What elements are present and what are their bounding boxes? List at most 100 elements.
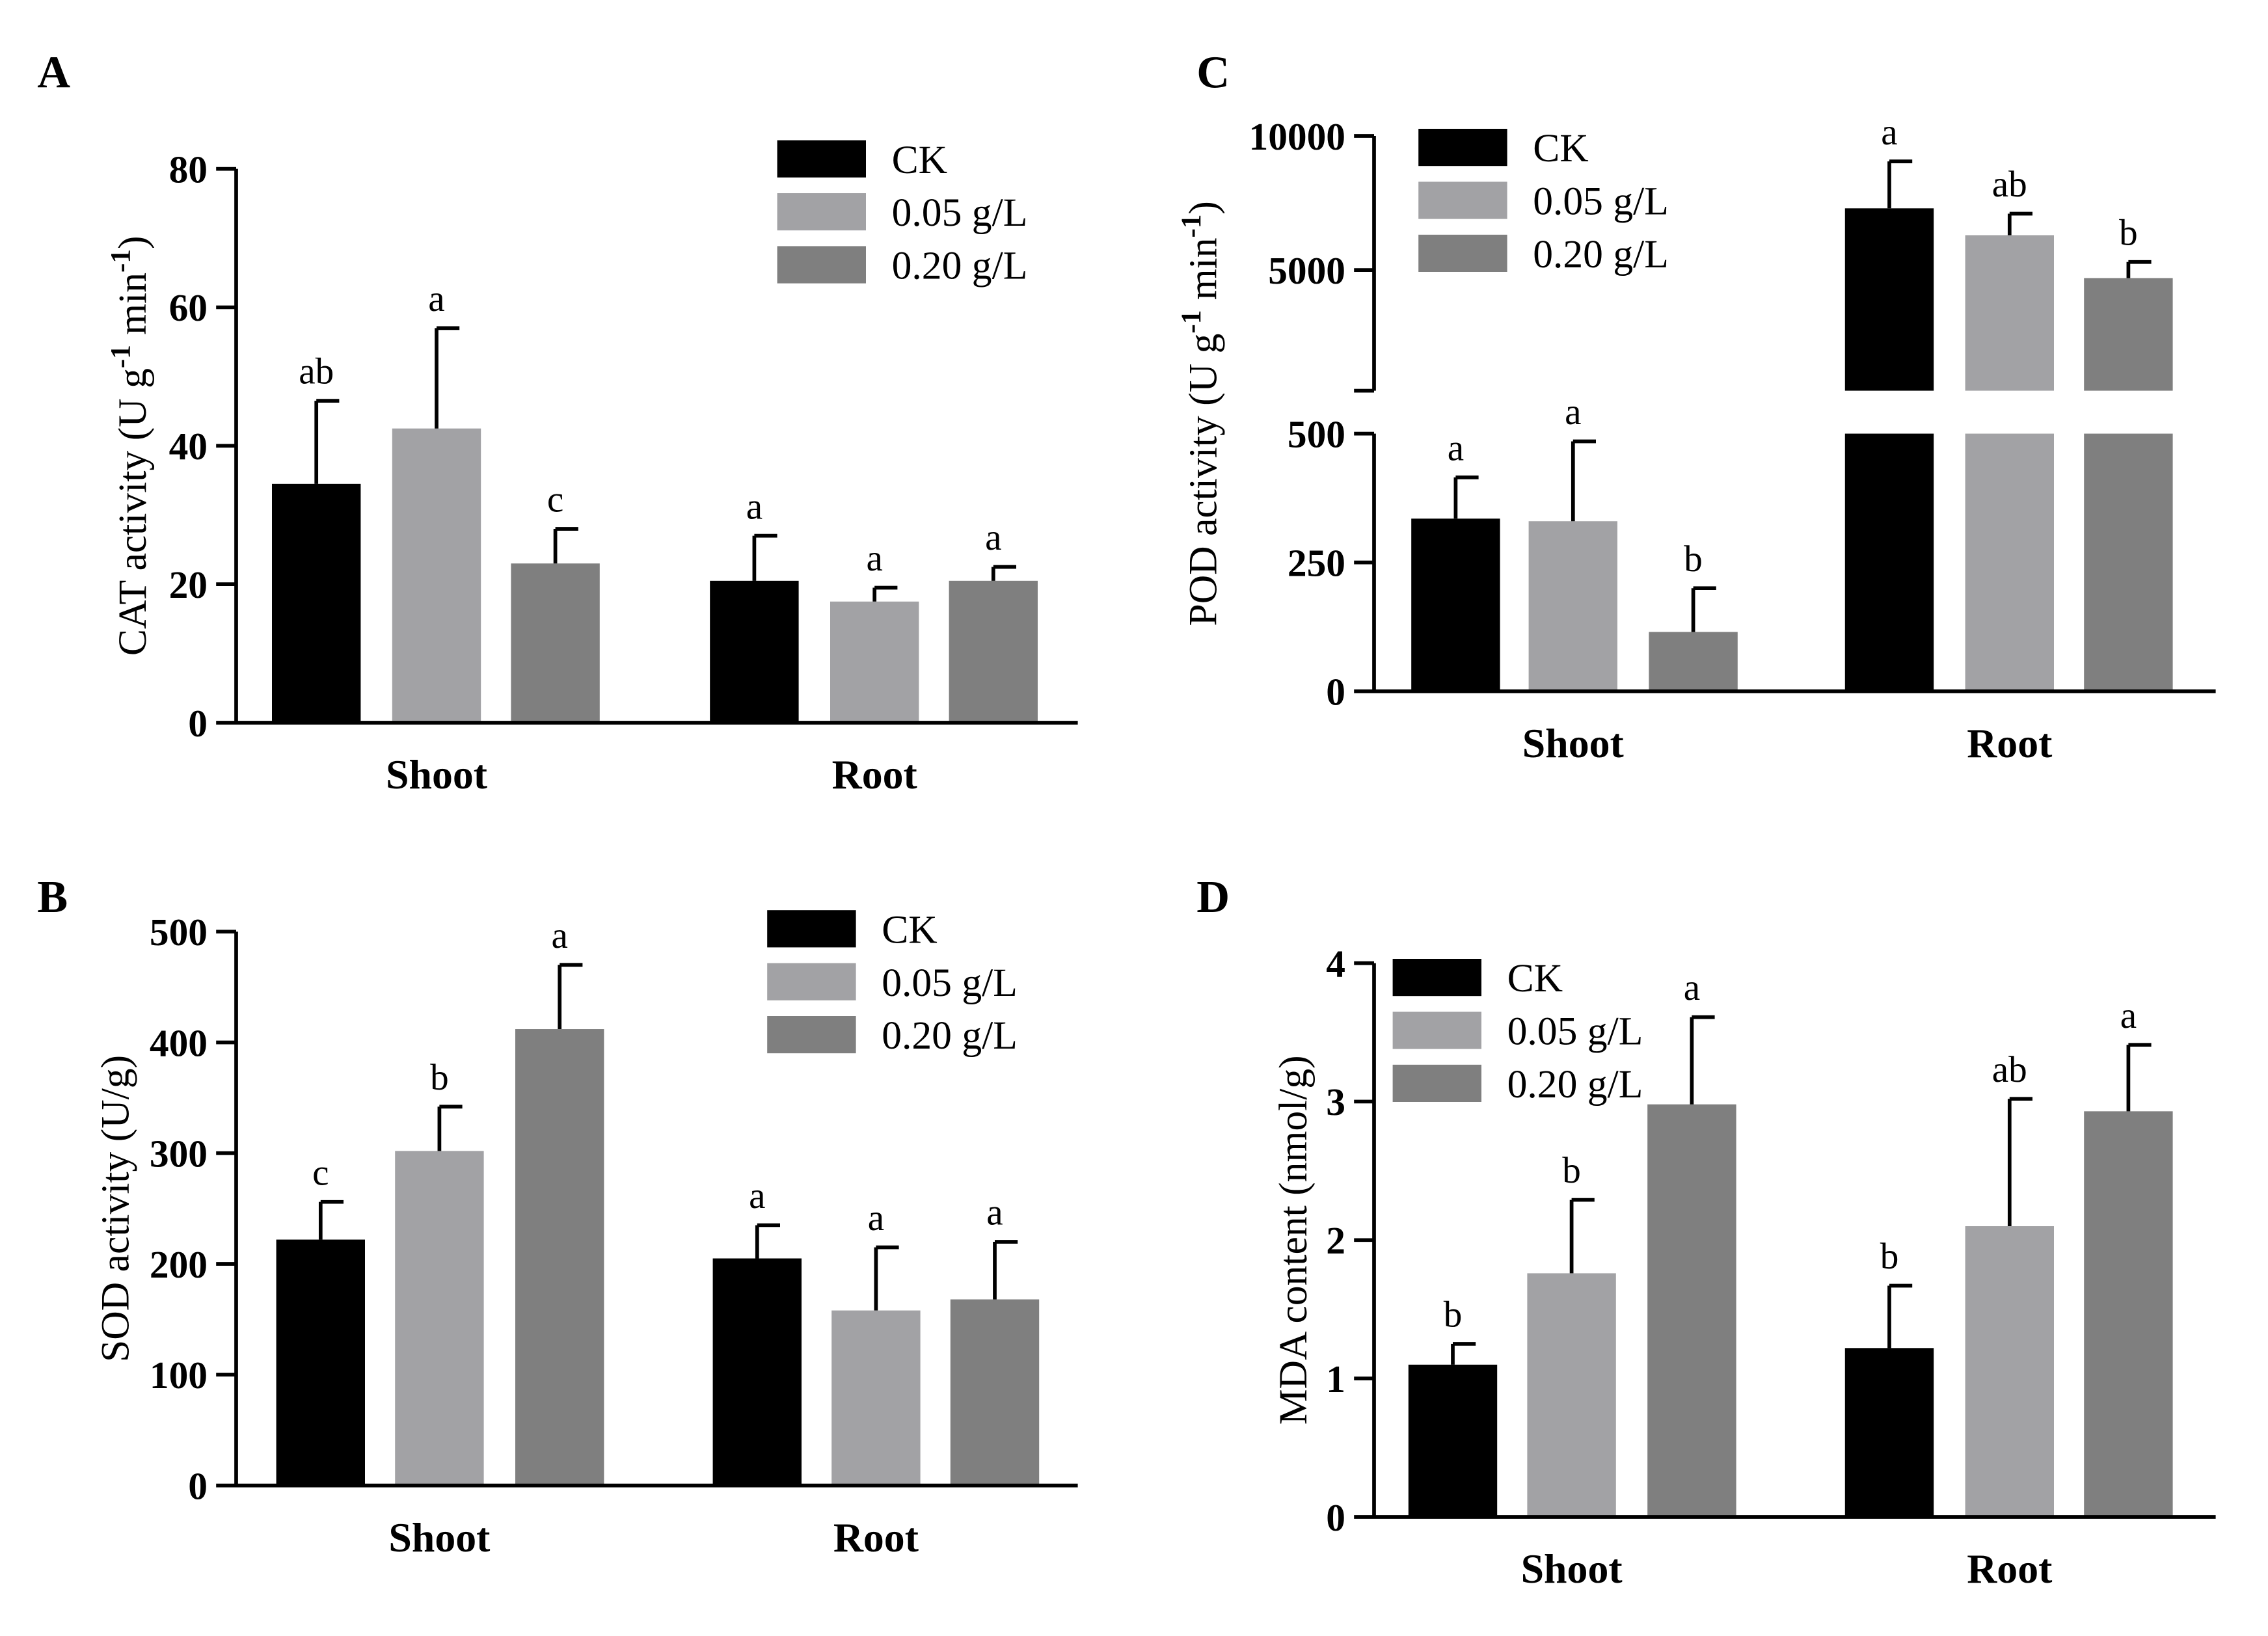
y-tick-label: 200 [150,1243,208,1286]
legend-label-CK: CK [892,138,948,182]
panel-label-d: D [1196,872,1230,922]
legend-swatch-CK [1392,959,1481,997]
bar-d-shoot-005gL [1527,1273,1616,1517]
significance-letter-b-root-CK: a [749,1175,765,1216]
bar-c-root-CK [1844,433,1934,691]
legend-label-CK: CK [1533,126,1589,170]
legend-swatch-CK [767,910,856,948]
y-tick-label: 250 [1288,541,1345,584]
y-tick-label: 20 [169,563,208,606]
legend-label-020gL: 0.20 g/L [882,1013,1018,1058]
significance-letter-a-shoot-005gL: a [428,278,444,319]
significance-letter-b-root-020gL: a [986,1192,1003,1233]
bar-a-shoot-005gL [392,428,481,723]
bar-d-root-020gL [2084,1111,2173,1517]
legend-swatch-005gL [777,193,866,231]
legend-swatch-020gL [777,246,866,284]
significance-letter-a-shoot-020gL: c [547,479,563,520]
significance-letter-b-shoot-020gL: a [552,915,568,956]
bar-d-root-005gL [1965,1226,2054,1517]
y-tick-label: 500 [1288,412,1345,455]
bar-c-shoot-005gL [1528,521,1617,691]
bar-c-root-005gL [1965,433,2054,691]
legend-label-020gL: 0.20 g/L [1533,232,1669,276]
y-tick-label: 400 [150,1021,208,1064]
legend-swatch-CK [1418,129,1507,167]
significance-letter-a-root-CK: a [746,486,763,527]
y-tick-label: 60 [169,286,208,329]
bar-c-root-CK [1844,208,1934,391]
bar-a-root-CK [710,580,799,723]
y-tick-label: 0 [1326,670,1345,713]
legend-swatch-020gL [1392,1064,1481,1102]
significance-letter-d-shoot-005gL: b [1562,1150,1581,1191]
panel-label-b: B [37,872,68,922]
significance-letter-a-root-005gL: a [867,538,883,579]
chart-panel-d: Db b b ab a a 0 1 2 3 4 Shoot Root MDA content (nmol/… [1196,872,2216,1592]
legend-label-005gL: 0.05 g/L [1507,1010,1643,1054]
y-tick-label: 3 [1326,1080,1345,1123]
legend-swatch-020gL [1418,234,1507,272]
bar-c-root-005gL [1965,235,2054,391]
panel-label-a: A [37,47,70,98]
y-tick-label: 0 [188,1464,208,1507]
significance-letter-d-shoot-020gL: a [1684,967,1700,1008]
significance-letter-d-shoot-CK: b [1444,1294,1463,1335]
y-tick-label: 2 [1326,1219,1345,1262]
y-tick-label: 40 [169,425,208,468]
significance-letter-d-root-CK: b [1880,1236,1899,1277]
x-category-label-shoot: Shoot [386,751,487,798]
y-axis-title: CAT activity (U g-1 min-1) [105,236,155,656]
significance-letter-c-shoot-005gL: a [1565,392,1581,433]
y-tick-label: 1 [1326,1358,1345,1401]
x-category-label-root: Root [833,1514,919,1561]
y-tick-label: 80 [169,148,208,191]
significance-letter-c-shoot-CK: a [1448,428,1464,469]
x-category-label-shoot: Shoot [1521,1546,1623,1592]
legend-swatch-005gL [767,963,856,1000]
legend-label-020gL: 0.20 g/L [892,244,1028,288]
y-tick-label: 500 [150,911,208,954]
legend-label-005gL: 0.05 g/L [1533,180,1669,224]
bar-a-shoot-020gL [511,563,600,723]
x-category-label-root: Root [1967,1546,2052,1592]
y-axis-title: MDA content (nmol/g) [1271,1055,1316,1425]
x-category-label-root: Root [832,751,917,798]
significance-letter-c-root-005gL: ab [1992,164,2027,205]
significance-letter-c-root-020gL: b [2119,212,2138,253]
bar-b-root-005gL [831,1310,921,1486]
y-axis-title: POD activity (U g-1 min-1) [1176,201,1226,626]
bar-a-root-005gL [830,601,919,723]
legend-label-005gL: 0.05 g/L [892,191,1028,235]
panel-label-c: C [1196,47,1230,98]
bar-b-root-CK [712,1258,802,1486]
bar-b-shoot-CK [276,1239,365,1486]
bar-d-root-CK [1844,1348,1934,1517]
bar-a-root-020gL [949,580,1038,723]
significance-letter-b-shoot-005gL: b [430,1057,449,1098]
legend-swatch-005gL [1392,1012,1481,1049]
y-tick-label: 0 [1326,1496,1345,1539]
y-tick-label: 4 [1326,942,1345,985]
bar-d-shoot-020gL [1647,1104,1736,1517]
x-category-label-shoot: Shoot [388,1514,490,1561]
significance-letter-c-root-CK: a [1881,112,1897,153]
y-tick-label: 10000 [1249,115,1345,158]
y-axis-title: SOD activity (U/g) [94,1055,138,1362]
legend-label-005gL: 0.05 g/L [882,961,1018,1005]
significance-letter-d-root-020gL: a [2120,995,2137,1036]
chart-panel-b: Bc a b a a a 0 100 200 300 400 500 Shoot Root SOD acti… [37,872,1078,1561]
significance-letter-d-root-005gL: ab [1992,1049,2027,1090]
bar-d-shoot-CK [1408,1364,1498,1517]
bar-c-shoot-020gL [1649,632,1738,691]
significance-letter-b-root-005gL: a [868,1198,884,1239]
significance-letter-b-shoot-CK: c [312,1152,329,1193]
legend-label-CK: CK [882,907,938,952]
bar-c-shoot-CK [1411,518,1500,691]
significance-letter-a-shoot-CK: ab [299,351,334,392]
y-tick-label: 100 [150,1354,208,1397]
bar-c-root-020gL [2084,278,2173,391]
x-category-label-root: Root [1967,720,2052,766]
x-category-label-shoot: Shoot [1522,720,1624,766]
